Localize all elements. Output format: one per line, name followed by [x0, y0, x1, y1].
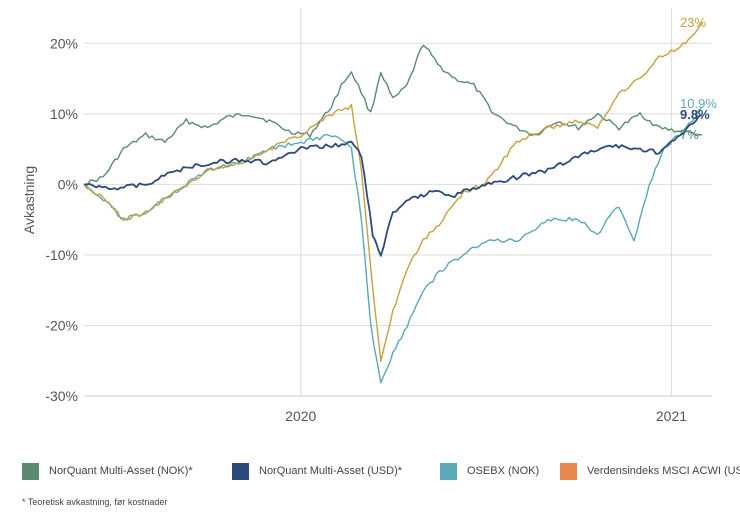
legend-label: NorQuant Multi-Asset (USD)*	[259, 465, 403, 477]
legend-swatch	[560, 462, 577, 480]
legend-label: OSEBX (NOK)	[467, 465, 540, 477]
legend: NorQuant Multi-Asset (NOK)* NorQuant Mul…	[22, 462, 740, 482]
series-line	[83, 106, 703, 384]
axis-layer: -30% -20% -10% 0% 10% 20% 2020 2021	[45, 35, 712, 424]
legend-item-norquant-nok[interactable]: NorQuant Multi-Asset (NOK)*	[22, 462, 193, 480]
series-line	[84, 114, 703, 257]
footnote: * Teoretisk avkastning, før kostnader	[22, 497, 168, 507]
legend-item-msci-acwi[interactable]: Verdensindeks MSCI ACWI (USD)	[560, 462, 740, 480]
series-line	[83, 44, 702, 186]
series-layer	[83, 21, 703, 384]
legend-swatch	[440, 462, 457, 480]
y-tick-label: -10%	[45, 247, 78, 263]
label-layer: 7% 9.8%10.9% 23%	[680, 15, 717, 142]
line-chart: -30% -20% -10% 0% 10% 20% 2020 2021 7% 9.8%10.9%…	[21, 8, 717, 424]
legend-label: NorQuant Multi-Asset (NOK)*	[49, 465, 193, 477]
y-tick-label: 0%	[58, 176, 78, 192]
series-end-label: 9.8%	[680, 107, 710, 122]
series-end-label: 23%	[680, 15, 706, 30]
y-tick-label: -30%	[45, 388, 78, 404]
y-tick-label: 20%	[50, 35, 78, 51]
legend-label: Verdensindeks MSCI ACWI (USD)	[587, 465, 740, 477]
legend-swatch	[232, 462, 249, 480]
y-tick-label: -20%	[45, 317, 78, 333]
grid-layer	[84, 8, 712, 397]
series-end-label: 7%	[680, 127, 699, 142]
x-tick-label: 2021	[656, 408, 687, 424]
x-tick-label: 2020	[285, 408, 316, 424]
legend-swatch	[22, 462, 39, 480]
legend-item-osebx[interactable]: OSEBX (NOK)	[440, 462, 539, 480]
legend-item-norquant-usd[interactable]: NorQuant Multi-Asset (USD)*	[232, 462, 402, 480]
y-axis-label: Avkastning	[21, 166, 37, 234]
y-tick-label: 10%	[50, 106, 78, 122]
series-end-label: 10.9%	[680, 96, 717, 111]
series-line	[83, 21, 703, 362]
